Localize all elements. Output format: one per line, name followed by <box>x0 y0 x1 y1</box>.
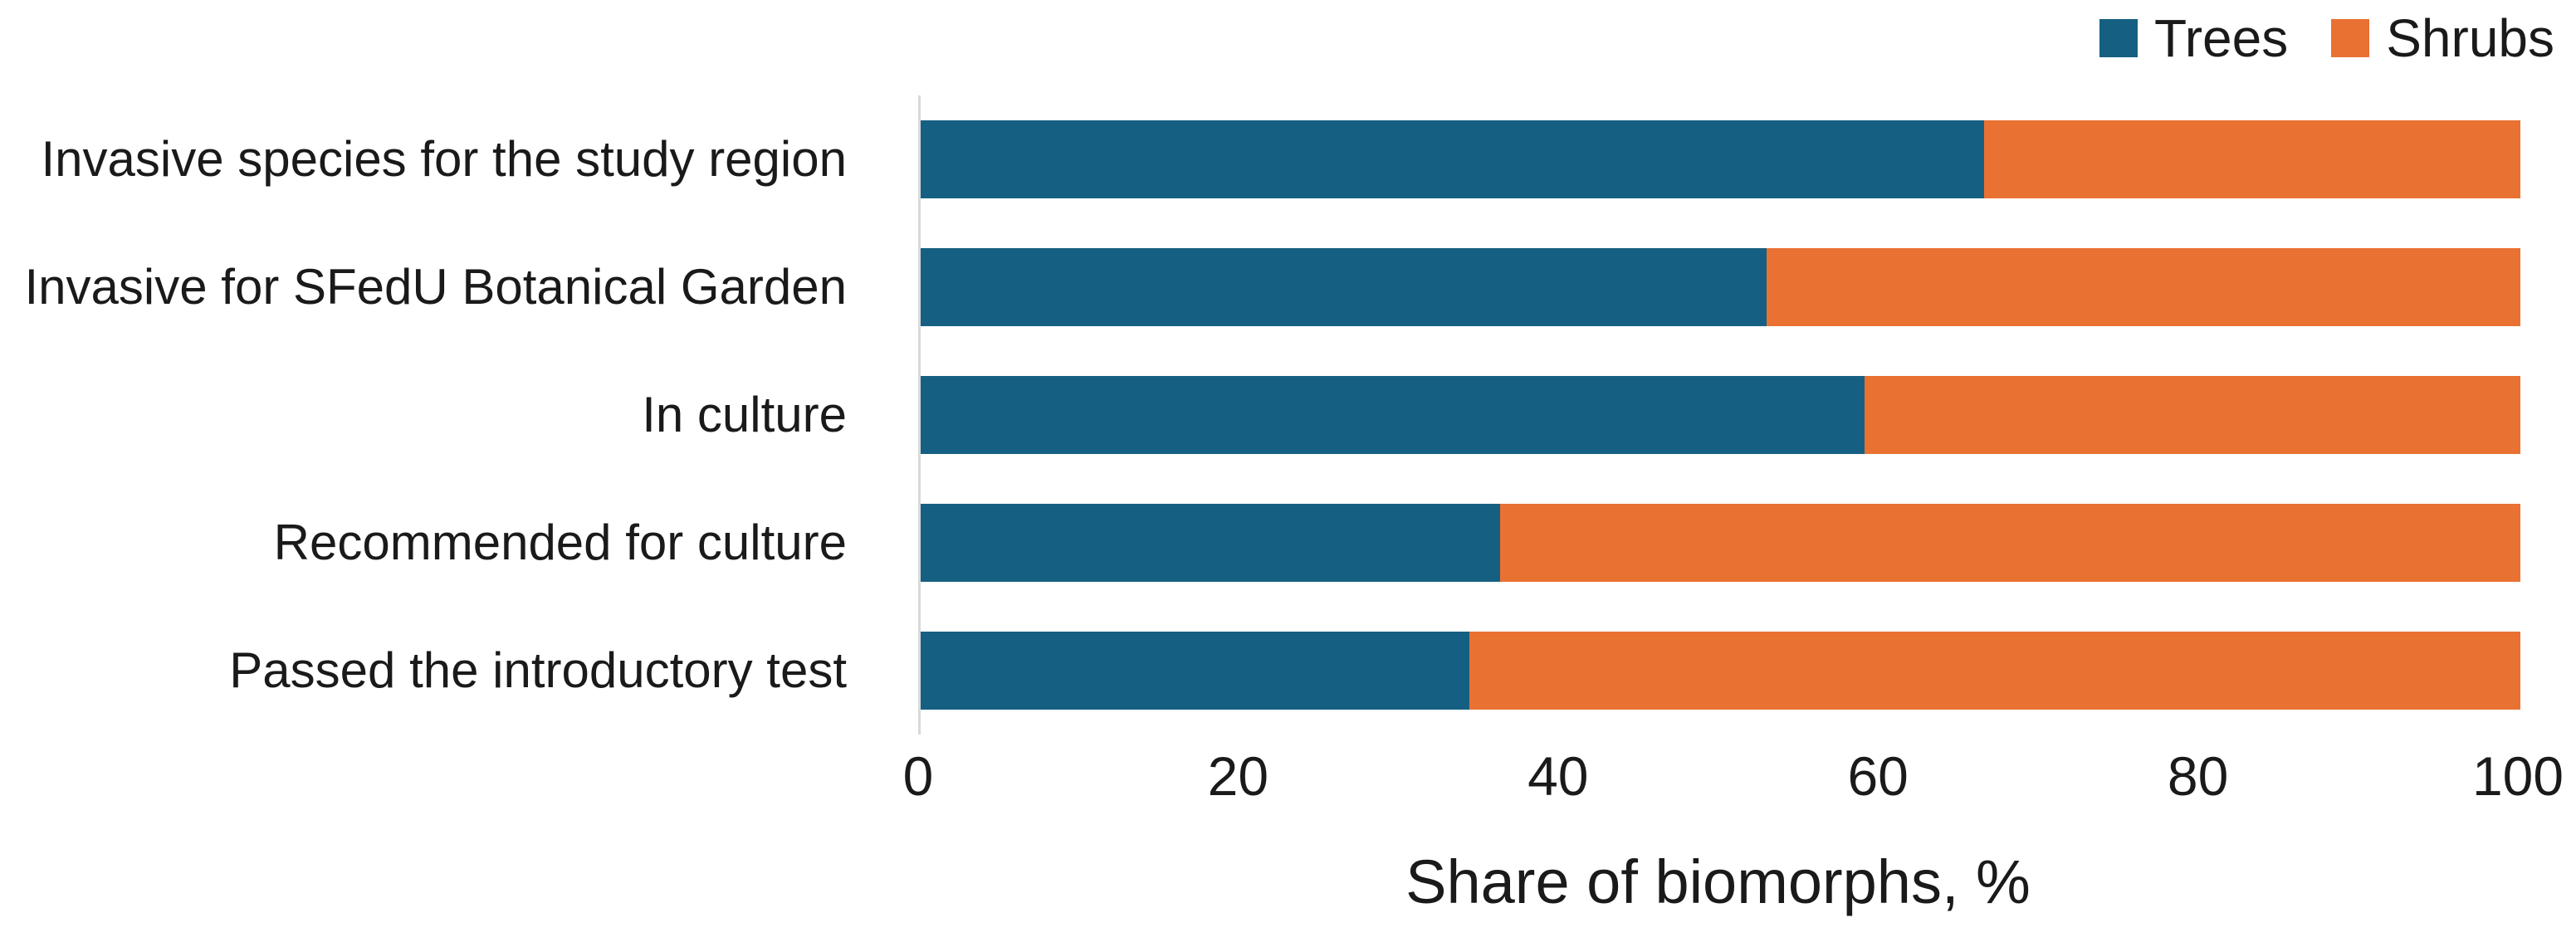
trees-bar-segment <box>921 120 1985 198</box>
trees-swatch-icon <box>2099 19 2138 57</box>
category-label: In culture <box>642 387 847 442</box>
bar-row <box>921 479 2520 607</box>
stacked-bar <box>921 632 2520 710</box>
legend-label-shrubs: Shrubs <box>2386 8 2554 68</box>
trees-bar-segment <box>921 504 1500 582</box>
legend-item-shrubs: Shrubs <box>2331 12 2554 65</box>
trees-bar-segment <box>921 632 1469 710</box>
shrubs-swatch-icon <box>2331 19 2370 57</box>
legend-label-trees: Trees <box>2154 8 2289 68</box>
category-label: Invasive species for the study region <box>41 131 847 187</box>
category-row: Recommended for culture <box>0 479 883 607</box>
category-row: Invasive for SFedU Botanical Garden <box>0 223 883 351</box>
x-axis-tick: 80 <box>2167 745 2229 807</box>
bar-row <box>921 351 2520 479</box>
shrubs-bar-segment <box>1767 248 2520 326</box>
x-axis-tick: 60 <box>1847 745 1909 807</box>
x-axis-tick: 40 <box>1528 745 1589 807</box>
category-row: In culture <box>0 351 883 479</box>
category-axis: Invasive species for the study region In… <box>0 95 883 735</box>
x-axis-title: Share of biomorphs, % <box>1405 847 2031 916</box>
legend: Trees Shrubs <box>2099 12 2554 65</box>
x-axis: 0 20 40 60 80 100 <box>903 745 2564 815</box>
shrubs-bar-segment <box>1864 376 2520 454</box>
shrubs-bar-segment <box>1984 120 2520 198</box>
stacked-bar <box>921 120 2520 198</box>
x-axis-tick: 100 <box>2471 745 2564 807</box>
plot-area <box>918 95 2520 735</box>
x-axis-tick: 20 <box>1207 745 1269 807</box>
shrubs-bar-segment <box>1469 632 2520 710</box>
trees-bar-segment <box>921 376 1865 454</box>
bar-row <box>921 223 2520 351</box>
trees-bar-segment <box>921 248 1767 326</box>
category-label: Passed the introductory test <box>229 642 847 698</box>
category-label: Invasive for SFedU Botanical Garden <box>24 259 848 315</box>
category-label: Recommended for culture <box>273 515 847 570</box>
category-row: Passed the introductory test <box>0 607 883 735</box>
stacked-bar <box>921 248 2520 326</box>
stacked-bar <box>921 376 2520 454</box>
bar-row <box>921 95 2520 223</box>
bar-row <box>921 607 2520 735</box>
x-axis-tick: 0 <box>902 745 934 807</box>
stacked-bar <box>921 504 2520 582</box>
category-row: Invasive species for the study region <box>0 95 883 223</box>
legend-item-trees: Trees <box>2099 12 2288 65</box>
shrubs-bar-segment <box>1499 504 2520 582</box>
